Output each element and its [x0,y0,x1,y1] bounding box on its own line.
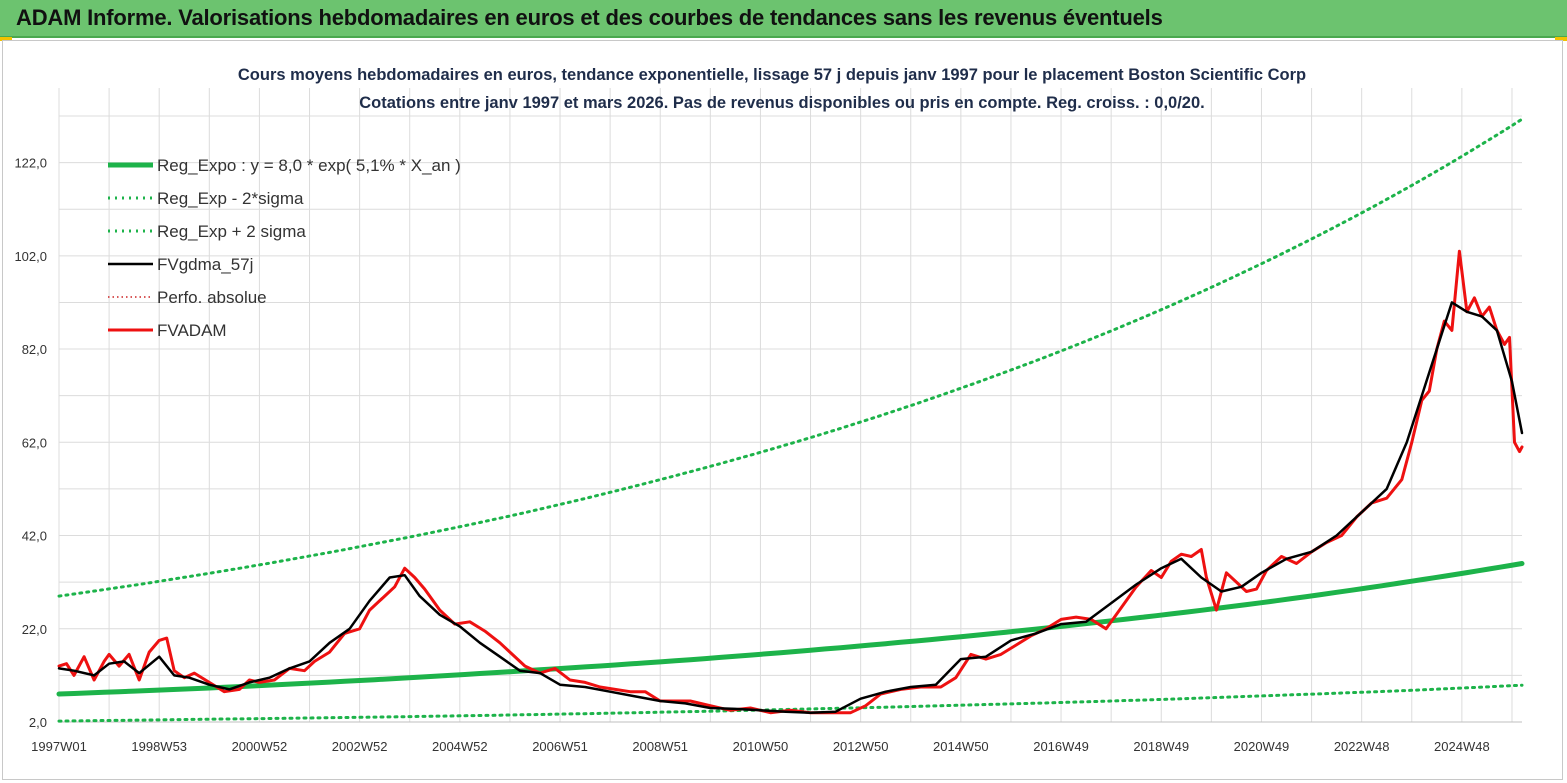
series-reg-exp-plus-2sigma [57,117,1524,598]
legend-label: Reg_Exp - 2*sigma [157,189,304,208]
chart-frame [2,40,1563,780]
chart-subtitle: Cotations entre janv 1997 et mars 2026. … [359,94,1205,112]
legend-label: Reg_Exp + 2 sigma [157,222,306,241]
x-tick-label: 2002W52 [332,739,388,754]
report-title: ADAM Informe. Valorisations hebdomadaire… [16,5,1163,30]
y-tick-label: 22,0 [22,622,47,637]
x-tick-label: 2024W48 [1434,739,1490,754]
legend-label: Perfo. absolue [157,288,267,307]
series-reg-exp-minus-2sigma [57,683,1524,723]
x-tick-label: 2022W48 [1334,739,1390,754]
report-banner: ADAM Informe. Valorisations hebdomadaire… [0,0,1567,38]
x-tick-label: 2010W50 [733,739,789,754]
grid-layer [58,88,1522,723]
x-tick-label: 2014W50 [933,739,989,754]
corner-accent-right [1555,37,1567,41]
x-tick-label: 1998W53 [131,739,187,754]
x-tick-label: 2000W52 [232,739,288,754]
series-layer [56,117,1525,723]
y-tick-label: 62,0 [22,435,47,450]
x-tick-label: 1997W01 [31,739,87,754]
x-tick-label: 2004W52 [432,739,488,754]
legend-label: Reg_Expo : y = 8,0 * exp( 5,1% * X_an ) [157,156,461,175]
series-reg-expo [56,561,1525,697]
legend-label: FVADAM [157,321,227,340]
x-tick-label: 2018W49 [1133,739,1189,754]
legend-label: FVgdma_57j [157,255,253,274]
chart-title: Cours moyens hebdomadaires en euros, ten… [238,66,1306,84]
y-tick-label: 82,0 [22,342,47,357]
series-fvadam [57,249,1524,715]
x-tick-label: 2020W49 [1234,739,1290,754]
y-tick-label: 102,0 [14,249,47,264]
y-tick-label: 122,0 [14,156,47,171]
axis-layer: 2,0 22,0 42,0 62,0 82,0 102,0 122,0 1997W01 1998… [14,156,1522,754]
series-fvgdma-57j [57,301,1524,714]
corner-accent-left [0,37,12,41]
y-tick-label: 42,0 [22,529,47,544]
x-tick-label: 2016W49 [1033,739,1089,754]
legend: Reg_Expo : y = 8,0 * exp( 5,1% * X_an ) R… [108,156,461,340]
x-tick-label: 2012W50 [833,739,889,754]
x-tick-label: 2008W51 [632,739,688,754]
y-tick-label: 2,0 [29,715,47,730]
x-tick-label: 2006W51 [532,739,588,754]
